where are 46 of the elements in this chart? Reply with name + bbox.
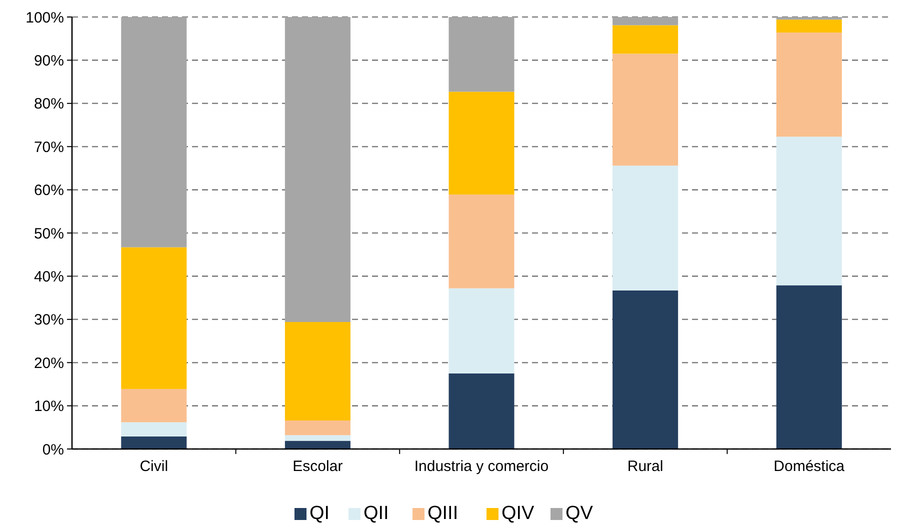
y-tick-label: 90%: [34, 52, 64, 70]
bar: [448, 194, 514, 288]
legend-label: QIII: [428, 503, 458, 524]
legend-label: QI: [310, 503, 330, 524]
bar: [121, 422, 187, 436]
y-tick-label: 70%: [34, 138, 64, 156]
bar: [612, 17, 678, 26]
bar: [776, 20, 842, 33]
bar: [121, 388, 187, 422]
bar: [284, 17, 350, 322]
bar: [284, 420, 350, 436]
y-tick-label: 50%: [34, 225, 64, 242]
bar: [776, 285, 842, 449]
bar: [612, 54, 678, 166]
bar: [776, 32, 842, 137]
legend-label: QIV: [502, 503, 535, 524]
y-tick-label: 40%: [34, 268, 64, 286]
y-tick-label: 20%: [34, 354, 64, 372]
bar: [284, 440, 350, 449]
bar: [284, 435, 350, 441]
bar: [776, 17, 842, 20]
y-tick-label: 100%: [26, 9, 64, 26]
x-tick-label: Escolar: [292, 458, 343, 475]
bar: [612, 166, 678, 290]
bar: [776, 136, 842, 286]
y-tick-label: 10%: [34, 398, 64, 416]
legend-label: QV: [566, 503, 594, 524]
y-tick-label: 0%: [42, 441, 64, 458]
y-tick-label: 60%: [34, 182, 64, 200]
bar: [448, 17, 514, 92]
bar: [448, 373, 514, 449]
bar: [121, 247, 187, 389]
legend-label: QII: [364, 503, 389, 524]
bar: [448, 92, 514, 195]
x-tick-label: Industria y comercio: [414, 458, 549, 475]
bar: [121, 436, 187, 449]
x-tick-label: Civil: [140, 458, 168, 475]
bar: [612, 25, 678, 54]
x-tick-label: Doméstica: [774, 458, 846, 475]
bar: [284, 322, 350, 420]
x-tick-label: Rural: [627, 458, 664, 475]
bar: [612, 290, 678, 449]
y-tick-label: 80%: [34, 96, 64, 113]
bar: [121, 17, 187, 248]
bar: [448, 288, 514, 374]
y-tick-label: 30%: [34, 312, 64, 329]
